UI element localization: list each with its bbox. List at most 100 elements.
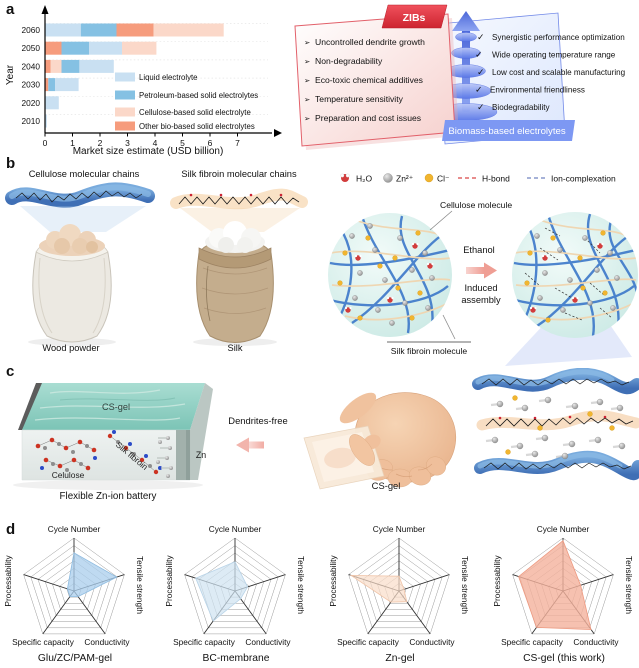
year-tick-label: 2010 bbox=[22, 116, 41, 126]
battery-left-edge bbox=[18, 383, 43, 430]
legend-swatch bbox=[115, 121, 135, 131]
axis-label-specific-capacity: Specific capacity bbox=[12, 637, 75, 647]
axis-label-tensile-strength: Tensile strength bbox=[135, 556, 145, 614]
wood-powder-label: Wood powder bbox=[42, 343, 99, 353]
x-axis-arrow-icon bbox=[274, 129, 282, 137]
year-tick-label: 2060 bbox=[22, 25, 41, 35]
benefit-item: Synergistic performance optimization bbox=[492, 33, 625, 42]
flexible-battery: CS-gel bbox=[13, 383, 213, 490]
h-bond-label: H-bond bbox=[482, 174, 510, 184]
year-tick-label: 2020 bbox=[22, 98, 41, 108]
x-axis-title: Market size estimate (USD billion) bbox=[73, 146, 224, 157]
chloride-icon bbox=[424, 173, 434, 183]
panel-b-diagram: Cellulose molecular chains Silk fibroin … bbox=[5, 169, 638, 366]
check-icon: ✓ bbox=[475, 50, 483, 60]
gel-structure-schematic bbox=[472, 368, 639, 481]
mixture-circle-after bbox=[505, 212, 638, 366]
x-tick-label: 2 bbox=[98, 138, 103, 148]
legend-label: Petroleum-based solid electrolytes bbox=[139, 91, 258, 100]
bond-dashes bbox=[524, 227, 613, 321]
battery-caption: Flexible Zn-ion battery bbox=[60, 491, 157, 502]
dendrites-free-label: Dendrites-free bbox=[228, 415, 287, 426]
x-tick-label: 3 bbox=[125, 138, 130, 148]
panel-label-a: a bbox=[6, 1, 15, 18]
issue-item: Eco-toxic chemical additives bbox=[315, 75, 423, 85]
panel-label-b: b bbox=[6, 155, 16, 172]
axis-label-processability: Processability bbox=[3, 555, 13, 607]
cellulose-strands bbox=[513, 213, 638, 337]
benefit-item: Biodegradability bbox=[492, 103, 551, 112]
silk-funnel bbox=[180, 208, 300, 232]
bar-segment-cellulose bbox=[153, 23, 224, 37]
silk-chains-title: Silk fibroin molecular chains bbox=[181, 169, 297, 179]
axis-label-tensile-strength: Tensile strength bbox=[296, 556, 306, 614]
legend-swatch bbox=[115, 90, 135, 100]
chloride-label: Cl⁻ bbox=[437, 174, 450, 184]
radar-ring bbox=[23, 537, 125, 635]
radar-ring bbox=[184, 537, 286, 635]
year-tick-label: 2050 bbox=[22, 43, 41, 53]
axis-label-specific-capacity: Specific capacity bbox=[173, 637, 236, 647]
x-tick-label: 6 bbox=[208, 138, 213, 148]
benefit-item: Wide operating temperature range bbox=[492, 51, 616, 60]
issue-item: Non-degradability bbox=[315, 56, 383, 66]
radar-spoke bbox=[23, 574, 75, 592]
induced-label-2: assembly bbox=[461, 295, 501, 305]
radar-data-polygon bbox=[195, 561, 249, 622]
bar-segment-petroleum bbox=[61, 59, 80, 73]
axis-label-cycle-number: Cycle Number bbox=[48, 524, 101, 534]
bar-segment-liquid bbox=[45, 96, 59, 110]
silk-sack bbox=[193, 221, 277, 346]
zn-deposits bbox=[156, 436, 173, 478]
cellulose-label: Celulose bbox=[52, 470, 85, 480]
zibs-tag-label: ZIBs bbox=[403, 12, 426, 24]
radar-spoke bbox=[73, 590, 106, 635]
bar-segment-liquid bbox=[45, 23, 81, 37]
pointer-line bbox=[429, 210, 453, 231]
cellulose-funnel bbox=[20, 206, 146, 232]
axis-label-tensile-strength: Tensile strength bbox=[624, 556, 634, 614]
bar-segment-liquid bbox=[45, 114, 47, 128]
species-legend: H₂O Zn²⁺ Cl⁻ H-bond Ion-complexation bbox=[340, 173, 616, 184]
bar-segment-liquid bbox=[79, 59, 114, 73]
radar-title: BC-membrane bbox=[203, 653, 270, 664]
axis-label-processability: Processability bbox=[492, 555, 502, 607]
bar-segment-other_bio bbox=[45, 78, 49, 92]
up-arrow-icon bbox=[452, 11, 480, 31]
bullet-icon: ➢ bbox=[304, 114, 311, 123]
silk-fluff bbox=[205, 221, 265, 253]
bullet-icon: ➢ bbox=[304, 95, 311, 104]
bar-segment-cellulose bbox=[50, 59, 62, 73]
axis-label-processability: Processability bbox=[164, 555, 174, 607]
water-icon bbox=[340, 173, 350, 182]
axis-label-conductivity: Conductivity bbox=[84, 637, 130, 647]
ions bbox=[337, 223, 435, 326]
zibs-tag-box bbox=[381, 4, 448, 29]
radar-charts-row: Cycle Number Tensile strength Conductivity… bbox=[0, 519, 639, 668]
radar-chart-3: Cycle Number Tensile strength Conductivity… bbox=[492, 524, 634, 664]
bar-segment-other_bio bbox=[45, 59, 51, 73]
bullet-icon: ➢ bbox=[304, 76, 311, 85]
check-icon: ✓ bbox=[477, 32, 485, 42]
bar-segment-cellulose bbox=[122, 41, 157, 55]
biomass-banner-label: Biomass-based electrolytes bbox=[448, 126, 566, 137]
y-axis-title: Year bbox=[5, 64, 16, 85]
zinc-ion-icon bbox=[383, 173, 393, 183]
legend-label: Liquid electrolyte bbox=[139, 73, 198, 82]
bar-segment-petroleum bbox=[61, 41, 89, 55]
cellulose-molecule-label: Cellulose molecule bbox=[440, 200, 512, 210]
radar-data-polygon bbox=[518, 540, 592, 631]
axis-label-cycle-number: Cycle Number bbox=[373, 524, 426, 534]
induced-label-1: Induced bbox=[464, 283, 497, 293]
bullet-icon: ➢ bbox=[304, 38, 311, 47]
cellulose-chain-art bbox=[5, 182, 155, 232]
ion-complexation-label: Ion-complexation bbox=[551, 174, 616, 184]
x-tick-label: 0 bbox=[43, 138, 48, 148]
radar-title: CS-gel (this work) bbox=[523, 653, 605, 664]
x-tick-label: 7 bbox=[235, 138, 240, 148]
water-molecules bbox=[344, 242, 434, 313]
check-icon: ✓ bbox=[477, 67, 485, 77]
axis-label-cycle-number: Cycle Number bbox=[537, 524, 590, 534]
axis-label-cycle-number: Cycle Number bbox=[209, 524, 262, 534]
